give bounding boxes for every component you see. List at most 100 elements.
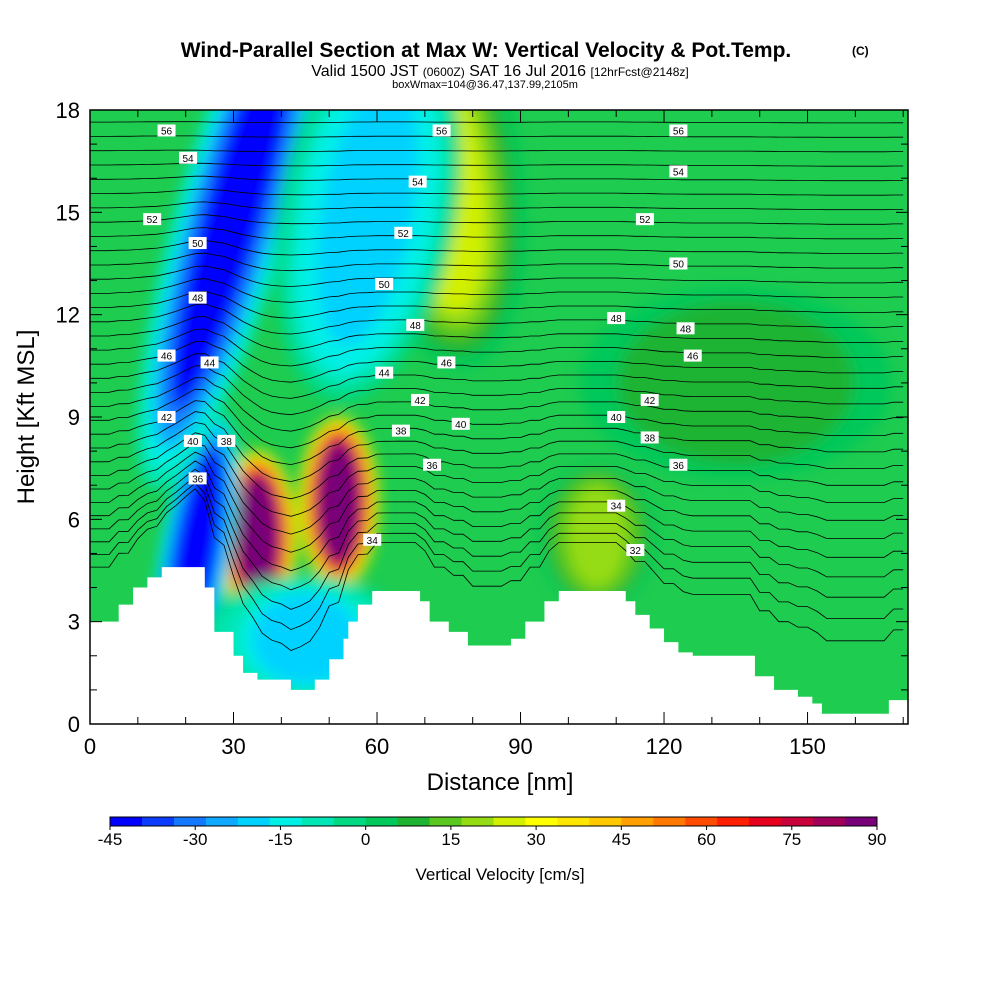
isentrope-label-text: 36 — [673, 461, 685, 472]
terrain — [90, 567, 908, 724]
colorbar-swatch — [621, 817, 654, 826]
isentrope-label-text: 48 — [192, 294, 204, 305]
x-tick-label: 0 — [84, 734, 96, 759]
isentrope-label-box — [394, 226, 413, 239]
plot-area: 56 54 52 50 48 46 44 42 40 38 36 56 54 52 50 48 46 44 42 40… — [90, 107, 908, 724]
isentrope — [90, 227, 904, 240]
isentrope-label-text: 38 — [221, 437, 233, 448]
isentrope-label-text: 44 — [204, 358, 216, 369]
isentrope-label: 44 — [375, 366, 394, 380]
isentrope — [90, 290, 904, 319]
colorbar-tick-label: 45 — [612, 830, 631, 849]
isentrope-label: 40 — [451, 417, 470, 431]
colorbar-swatch — [365, 817, 399, 826]
isentrope-label-box — [626, 544, 645, 557]
isentrope-label-box — [669, 257, 688, 270]
isentrope-label: 50 — [669, 257, 688, 271]
isentrope-label-text: 42 — [161, 413, 173, 424]
colorbar-swatch — [205, 817, 239, 826]
isentrope-label-text: 44 — [379, 369, 391, 380]
colorbar — [109, 816, 878, 827]
isentrope-label-text: 56 — [673, 126, 685, 137]
isentrope-label: 38 — [217, 434, 236, 448]
isentrope-label: 34 — [363, 533, 382, 547]
valid-utc: (0600Z) — [423, 65, 465, 79]
colorbar-swatch — [749, 817, 782, 826]
isentrope-label-text: 40 — [611, 413, 623, 424]
isentrope — [90, 188, 904, 196]
isentrope — [90, 482, 904, 631]
isentrope-label-box — [607, 411, 626, 423]
isentrope-label-text: 52 — [147, 215, 159, 226]
isentrope — [90, 175, 904, 182]
isentrope-label-box — [179, 151, 198, 164]
colorbar-swatch — [525, 817, 558, 826]
isentrope-label-text: 48 — [611, 314, 623, 325]
isentrope-label-box — [188, 291, 207, 304]
y-tick-label: 0 — [68, 712, 80, 737]
isentrope — [90, 442, 904, 535]
isentrope-label-box — [363, 533, 382, 546]
isentrope-label: 44 — [200, 356, 219, 369]
isentrope-label-text: 36 — [426, 461, 438, 472]
x-tick-label: 60 — [365, 734, 389, 759]
y-tick-label: 18 — [56, 98, 80, 123]
isentrope-label-box — [406, 318, 425, 331]
colorbar-tick-label: -45 — [98, 830, 123, 849]
isentrope — [90, 400, 904, 466]
isentrope-label-text: 48 — [680, 324, 692, 335]
velocity-cell — [236, 474, 279, 598]
colorbar-label: Vertical Velocity [cm/s] — [415, 865, 584, 884]
isentrope — [90, 107, 903, 108]
forecast-info: [12hrFcst@2148z] — [591, 65, 689, 79]
isentrope-label: 46 — [683, 349, 702, 363]
isentrope-label: 36 — [669, 458, 688, 472]
isentrope-label: 52 — [635, 213, 654, 226]
isentrope-label: 48 — [676, 322, 695, 335]
isentrope-label-box — [375, 277, 394, 290]
isentrope — [90, 460, 904, 572]
isentrope-label-box — [157, 124, 176, 137]
isentrope-label: 56 — [669, 124, 688, 137]
isentrope — [90, 135, 904, 138]
colorbar-swatch — [685, 817, 718, 826]
isentrope-label-box — [669, 124, 688, 137]
isentrope-label-box — [640, 431, 659, 444]
isentrope-label-box — [200, 356, 219, 369]
isentrope — [90, 316, 904, 351]
isentrope-label-text: 48 — [410, 321, 422, 332]
isentrope-label: 56 — [157, 124, 176, 137]
isentrope-label: 48 — [607, 312, 626, 325]
isentrope-label: 38 — [640, 431, 659, 444]
isentrope — [90, 340, 904, 383]
isentrope-label-text: 38 — [395, 427, 407, 438]
isentrope-label: 54 — [669, 165, 688, 178]
isentrope-label-text: 32 — [630, 546, 642, 557]
isentrope-label-box — [188, 472, 207, 485]
isentrope-label-text: 34 — [611, 502, 623, 513]
isentrope-label-text: 52 — [639, 215, 651, 226]
isentrope-label-text: 50 — [379, 280, 391, 291]
isentrope-label: 36 — [423, 458, 442, 472]
colorbar-swatch — [493, 817, 526, 826]
isentrope — [90, 328, 904, 367]
isentrope-label-text: 54 — [412, 178, 424, 189]
isentrope-label-text: 46 — [441, 358, 453, 369]
colorbar-swatch — [653, 817, 686, 826]
colorbar-tick-label: 30 — [527, 830, 546, 849]
isentrope-label: 40 — [607, 411, 626, 424]
isentrope-label: 42 — [157, 411, 176, 424]
colorbar-swatch — [333, 817, 367, 826]
isentrope-label: 36 — [188, 472, 207, 485]
colorbar-swatch — [141, 817, 175, 826]
isentrope-label-box — [183, 434, 202, 447]
isentrope-label: 42 — [411, 393, 430, 407]
colorbar-tick-label: 60 — [697, 830, 716, 849]
isentrope — [90, 265, 904, 287]
isentrope-label-box — [408, 175, 427, 188]
isentrope-label: 40 — [183, 434, 202, 448]
colorbar-swatch — [237, 817, 271, 826]
isentrope — [90, 365, 904, 416]
isentrope — [90, 411, 904, 483]
valid-time-line: Valid 1500 JST (0600Z) SAT 16 Jul 2016 [… — [311, 63, 688, 80]
